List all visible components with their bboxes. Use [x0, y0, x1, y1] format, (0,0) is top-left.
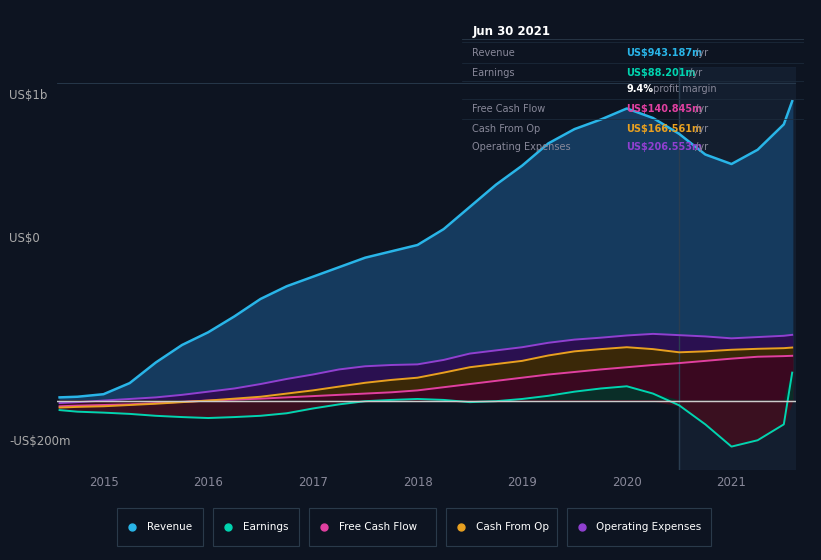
Text: 9.4%: 9.4%: [626, 85, 654, 95]
FancyBboxPatch shape: [309, 508, 437, 546]
Text: profit margin: profit margin: [650, 85, 717, 95]
Text: US$166.561m: US$166.561m: [626, 124, 702, 134]
Text: Earnings: Earnings: [242, 522, 288, 532]
FancyBboxPatch shape: [447, 508, 557, 546]
Text: /yr: /yr: [686, 68, 702, 78]
Text: Cash From Op: Cash From Op: [476, 522, 548, 532]
Text: US$140.845m: US$140.845m: [626, 104, 702, 114]
Text: US$1b: US$1b: [10, 90, 48, 102]
Text: Jun 30 2021: Jun 30 2021: [472, 25, 550, 38]
Text: /yr: /yr: [692, 104, 709, 114]
FancyBboxPatch shape: [117, 508, 203, 546]
Text: US$943.187m: US$943.187m: [626, 48, 702, 58]
Text: US$206.553m: US$206.553m: [626, 142, 702, 152]
Bar: [679, 67, 797, 470]
FancyBboxPatch shape: [567, 508, 711, 546]
Text: Revenue: Revenue: [472, 48, 515, 58]
Text: /yr: /yr: [692, 142, 709, 152]
Text: Free Cash Flow: Free Cash Flow: [338, 522, 417, 532]
Text: /yr: /yr: [692, 124, 709, 134]
FancyBboxPatch shape: [213, 508, 299, 546]
Text: Operating Expenses: Operating Expenses: [597, 522, 702, 532]
Text: Free Cash Flow: Free Cash Flow: [472, 104, 545, 114]
Text: /yr: /yr: [692, 48, 709, 58]
Text: Operating Expenses: Operating Expenses: [472, 142, 571, 152]
Text: Earnings: Earnings: [472, 68, 515, 78]
Text: Cash From Op: Cash From Op: [472, 124, 540, 134]
Text: Revenue: Revenue: [146, 522, 191, 532]
Text: US$88.201m: US$88.201m: [626, 68, 695, 78]
Text: -US$200m: -US$200m: [10, 435, 71, 448]
Text: US$0: US$0: [10, 232, 40, 245]
